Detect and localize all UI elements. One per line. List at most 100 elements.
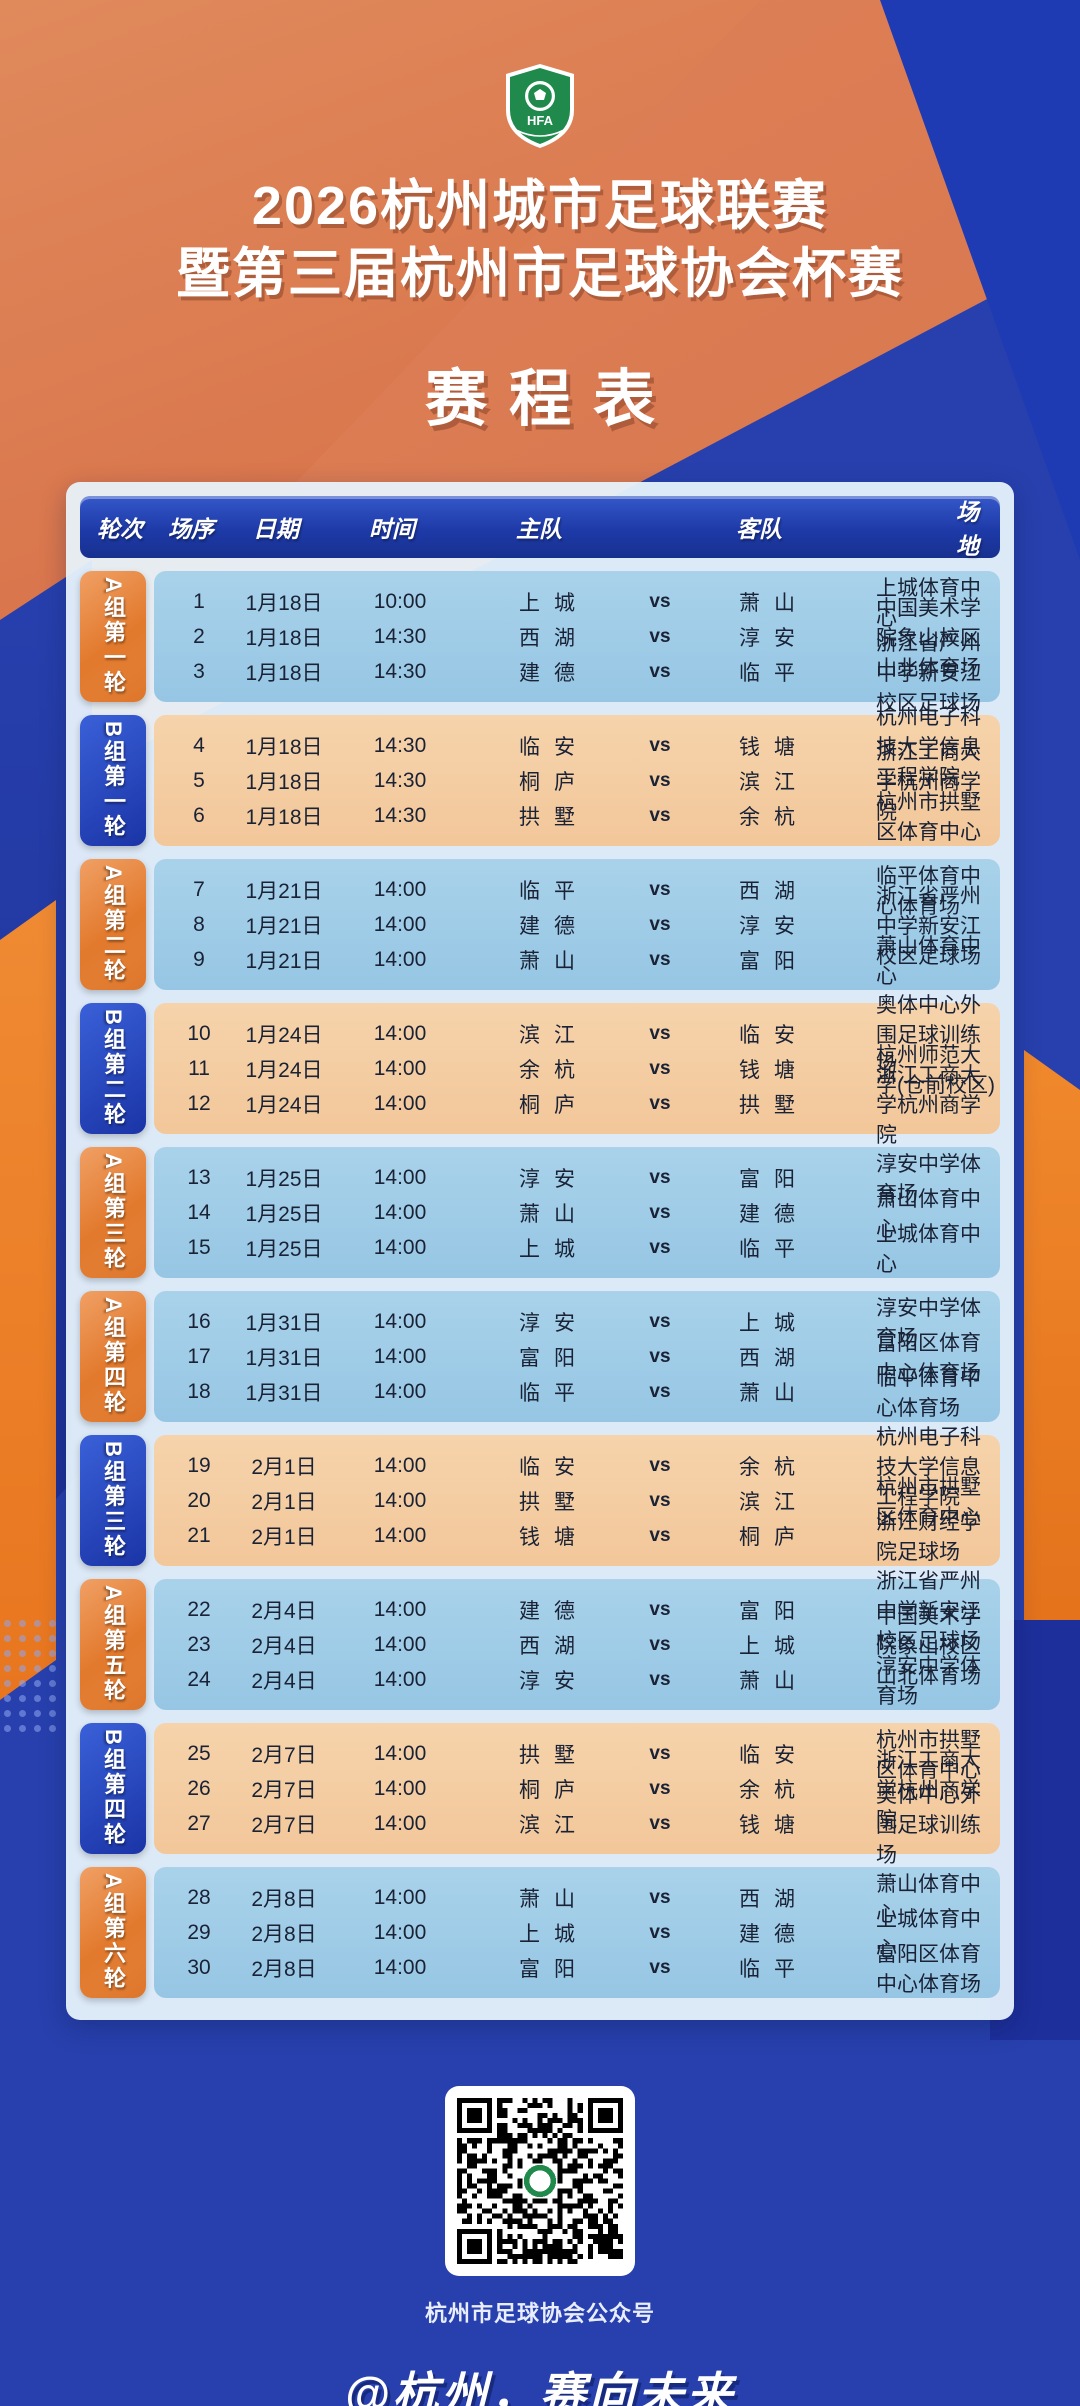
match-venue: 奥体中心外围足球训练场 <box>876 993 981 1077</box>
vs-label: vs <box>649 1310 671 1332</box>
round-rows: 4 1月18日 14:30 临安 vs 钱塘 杭州电子科技大学信息工程学院 5 1月18日 14:… <box>154 706 1000 847</box>
table-row[interactable]: 15 1月25日 14:00 上城 vs 临平 上城体育中心 <box>154 1223 1000 1276</box>
match-venue: 浙江省严州中学新安江校区足球场 <box>876 631 981 715</box>
table-row[interactable]: 12 1月24日 14:00 桐庐 vs 拱墅 浙江工商大学杭州商学院 <box>154 1064 1000 1147</box>
home-team: 钱塘 <box>519 1525 589 1549</box>
table-row[interactable]: 10 1月24日 14:00 滨江 vs 临安 奥体中心外围足球训练场 <box>154 994 1000 1077</box>
round-badge: A组第一轮 <box>80 571 146 703</box>
match-time: 14:00 <box>373 1235 427 1259</box>
vs-label: vs <box>649 1236 671 1258</box>
match-number: 3 <box>193 659 205 683</box>
table-row[interactable]: 1 1月18日 10:00 上城 vs 萧山 上城体育中心 <box>154 577 1000 630</box>
match-venue: 中国美术学院象山校区山北体育场 <box>876 1604 981 1688</box>
table-row[interactable]: 16 1月31日 14:00 淳安 vs 上城 淳安中学体育场 <box>154 1297 1000 1350</box>
table-row[interactable]: 28 2月8日 14:00 萧山 vs 西湖 萧山体育中心 <box>154 1873 1000 1926</box>
table-row[interactable]: 2 1月18日 14:30 西湖 vs 淳安 中国美术学院象山校区山北体育场 <box>154 597 1000 680</box>
match-number: 22 <box>187 1597 211 1621</box>
round-badge-label: A组第三轮 <box>101 1153 126 1272</box>
bg-dot-pattern <box>4 1620 74 1740</box>
table-row[interactable]: 9 1月21日 14:00 萧山 vs 富阳 萧山体育中心 <box>154 935 1000 988</box>
away-team: 萧山 <box>739 591 809 615</box>
home-team: 西湖 <box>519 626 589 650</box>
home-team: 桐庐 <box>519 770 589 794</box>
schedule-group: A组第四轮 16 1月31日 14:00 淳安 vs 上城 淳安中学体育场 17 1月31日 14:… <box>80 1291 1000 1423</box>
match-venue: 中国美术学院象山校区山北体育场 <box>876 596 981 680</box>
table-row[interactable]: 19 2月1日 14:00 临安 vs 余杭 杭州电子科技大学信息工程学院 <box>154 1426 1000 1509</box>
table-row[interactable]: 30 2月8日 14:00 富阳 vs 临平 富阳区体育中心体育场 <box>154 1943 1000 1996</box>
match-number: 17 <box>187 1344 211 1368</box>
bg-orange-strip-right <box>1024 1050 1080 1690</box>
table-row[interactable]: 3 1月18日 14:30 建德 vs 临平 浙江省严州中学新安江校区足球场 <box>154 632 1000 715</box>
match-time: 14:00 <box>373 1488 427 1512</box>
table-row[interactable]: 11 1月24日 14:00 余杭 vs 钱塘 杭州师范大学(仓前校区) <box>154 1044 1000 1097</box>
vs-label: vs <box>649 660 671 682</box>
qr-code[interactable] <box>445 2086 635 2277</box>
home-team: 滨江 <box>519 1023 589 1047</box>
vs-label: vs <box>649 1524 671 1546</box>
table-row[interactable]: 17 1月31日 14:00 富阳 vs 西湖 富阳区体育中心体育场 <box>154 1332 1000 1385</box>
match-time: 14:00 <box>373 1920 427 1944</box>
vs-label: vs <box>649 590 671 612</box>
table-row[interactable]: 7 1月21日 14:00 临平 vs 西湖 临平体育中心体育场 <box>154 865 1000 918</box>
match-venue: 浙江工商大学杭州商学院 <box>876 740 981 824</box>
vs-label: vs <box>649 1812 671 1834</box>
table-row[interactable]: 8 1月21日 14:00 建德 vs 淳安 浙江省严州中学新安江校区足球场 <box>154 885 1000 968</box>
match-date: 2月1日 <box>251 1455 317 1479</box>
round-badge-label: B组第二轮 <box>101 1009 126 1128</box>
vs-label: vs <box>649 913 671 935</box>
poster-header: HFA 2026杭州城市足球联赛 暨第三届杭州市足球协会杯赛 赛程表 <box>0 0 1080 438</box>
match-number: 30 <box>187 1955 211 1979</box>
match-time: 14:00 <box>373 1091 427 1115</box>
table-row[interactable]: 20 2月1日 14:00 拱墅 vs 滨江 杭州市拱墅区体育中心 <box>154 1476 1000 1529</box>
table-row[interactable]: 22 2月4日 14:00 建德 vs 富阳 浙江省严州中学新安江校区足球场 <box>154 1570 1000 1653</box>
table-row[interactable]: 26 2月7日 14:00 桐庐 vs 余杭 浙江工商大学杭州商学院 <box>154 1749 1000 1832</box>
match-number: 15 <box>187 1235 211 1259</box>
poster-footer: 杭州市足球协会公众号 @杭州，赛向未来 <box>0 2086 1080 2406</box>
match-time: 14:00 <box>373 1776 427 1800</box>
poster-title-line1: 2026杭州城市足球联赛 <box>251 176 829 236</box>
table-row[interactable]: 27 2月7日 14:00 滨江 vs 钱塘 奥体中心外围足球训练场 <box>154 1784 1000 1867</box>
table-row[interactable]: 5 1月18日 14:30 桐庐 vs 滨江 浙江工商大学杭州商学院 <box>154 741 1000 824</box>
table-row[interactable]: 13 1月25日 14:00 淳安 vs 富阳 淳安中学体育场 <box>154 1153 1000 1206</box>
match-date: 2月7日 <box>251 1778 317 1802</box>
match-time: 14:00 <box>373 1309 427 1333</box>
match-venue: 杭州电子科技大学信息工程学院 <box>876 705 981 789</box>
vs-label: vs <box>649 1956 671 1978</box>
match-date: 2月1日 <box>251 1490 317 1514</box>
vs-label: vs <box>649 1380 671 1402</box>
match-number: 14 <box>187 1200 211 1224</box>
match-date: 2月8日 <box>251 1957 317 1981</box>
match-date: 1月18日 <box>245 591 323 615</box>
match-number: 8 <box>193 912 205 936</box>
match-time: 10:00 <box>373 589 427 613</box>
match-number: 29 <box>187 1920 211 1944</box>
table-row[interactable]: 29 2月8日 14:00 上城 vs 建德 上城体育中心 <box>154 1908 1000 1961</box>
table-row[interactable]: 14 1月25日 14:00 萧山 vs 建德 萧山体育中心 <box>154 1188 1000 1241</box>
schedule-group: A组第三轮 13 1月25日 14:00 淳安 vs 富阳 淳安中学体育场 14 1月25日 14:… <box>80 1147 1000 1279</box>
home-team: 临安 <box>519 735 589 759</box>
away-team: 临安 <box>739 1743 809 1767</box>
round-badge-label: A组第四轮 <box>101 1297 126 1416</box>
table-row[interactable]: 25 2月7日 14:00 拱墅 vs 临安 杭州市拱墅区体育中心 <box>154 1729 1000 1782</box>
table-row[interactable]: 6 1月18日 14:30 拱墅 vs 余杭 杭州市拱墅区体育中心 <box>154 791 1000 844</box>
match-date: 2月8日 <box>251 1922 317 1946</box>
away-team: 富阳 <box>739 1167 809 1191</box>
home-team: 滨江 <box>519 1813 589 1837</box>
match-venue: 萧山体育中心 <box>876 1187 981 1241</box>
table-row[interactable]: 4 1月18日 14:30 临安 vs 钱塘 杭州电子科技大学信息工程学院 <box>154 706 1000 789</box>
home-team: 淳安 <box>519 1669 589 1693</box>
qr-code-icon <box>457 2098 623 2265</box>
table-row[interactable]: 23 2月4日 14:00 西湖 vs 上城 中国美术学院象山校区山北体育场 <box>154 1605 1000 1688</box>
vs-label: vs <box>649 1921 671 1943</box>
away-team: 临平 <box>739 1957 809 1981</box>
away-team: 余杭 <box>739 805 809 829</box>
table-row[interactable]: 18 1月31日 14:00 临平 vs 萧山 临平体育中心体育场 <box>154 1367 1000 1420</box>
table-row[interactable]: 21 2月1日 14:00 钱塘 vs 桐庐 浙江财经学院足球场 <box>154 1511 1000 1564</box>
vs-label: vs <box>649 1092 671 1114</box>
away-team: 上城 <box>739 1311 809 1335</box>
home-team: 临平 <box>519 879 589 903</box>
schedule-group: B组第四轮 25 2月7日 14:00 拱墅 vs 临安 杭州市拱墅区体育中心 26 2月7日 14… <box>80 1723 1000 1867</box>
match-date: 1月21日 <box>245 949 323 973</box>
match-number: 21 <box>187 1523 211 1547</box>
table-row[interactable]: 24 2月4日 14:00 淳安 vs 萧山 淳安中学体育场 <box>154 1655 1000 1708</box>
